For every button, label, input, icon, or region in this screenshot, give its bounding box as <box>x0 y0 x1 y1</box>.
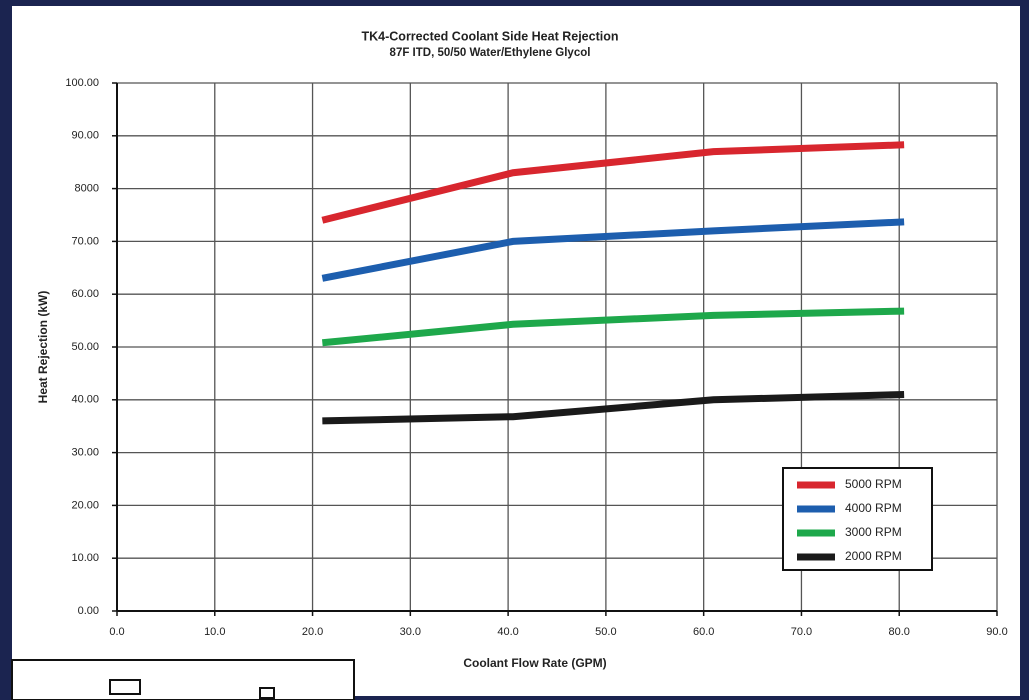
y-tick-label: 40.00 <box>71 394 99 406</box>
legend-label: 4000 RPM <box>845 501 902 515</box>
chart-subtitle: 87F ITD, 50/50 Water/Ethylene Glycol <box>390 47 591 59</box>
x-tick-label: 40.0 <box>497 626 518 638</box>
inset-part <box>109 679 141 695</box>
y-tick-label: 0.00 <box>78 605 99 617</box>
inset-part <box>259 687 275 699</box>
x-tick-label: 20.0 <box>302 626 323 638</box>
legend-label: 3000 RPM <box>845 525 902 539</box>
y-tick-label: 20.00 <box>71 499 99 511</box>
x-tick-label: 0.0 <box>109 626 124 638</box>
x-tick-label: 60.0 <box>693 626 714 638</box>
x-tick-label: 80.0 <box>889 626 910 638</box>
y-tick-label: 70.00 <box>71 235 99 247</box>
panel <box>12 6 1020 696</box>
y-tick-label: 60.00 <box>71 288 99 300</box>
y-axis-label: Heat Rejection (kW) <box>36 291 50 404</box>
y-tick-label: 8000 <box>75 183 99 195</box>
series-line <box>321 218 905 282</box>
chart-title: TK4-Corrected Coolant Side Heat Rejectio… <box>362 29 619 43</box>
x-tick-label: 30.0 <box>400 626 421 638</box>
x-tick-label: 70.0 <box>791 626 812 638</box>
series-line <box>321 307 905 347</box>
x-axis-label: Coolant Flow Rate (GPM) <box>463 656 606 670</box>
y-tick-label: 50.00 <box>71 341 99 353</box>
inset-frame <box>11 659 355 700</box>
legend-label: 2000 RPM <box>845 549 902 563</box>
x-tick-label: 50.0 <box>595 626 616 638</box>
series-line <box>322 391 905 425</box>
x-tick-label: 90.0 <box>986 626 1007 638</box>
series-line <box>321 141 905 224</box>
y-tick-label: 100.00 <box>65 77 99 89</box>
x-tick-label: 10.0 <box>204 626 225 638</box>
y-tick-label: 30.00 <box>71 447 99 459</box>
legend-label: 5000 RPM <box>845 477 902 491</box>
y-tick-label: 10.00 <box>71 552 99 564</box>
y-tick-label: 90.00 <box>71 130 99 142</box>
inset-drawing <box>11 659 355 700</box>
